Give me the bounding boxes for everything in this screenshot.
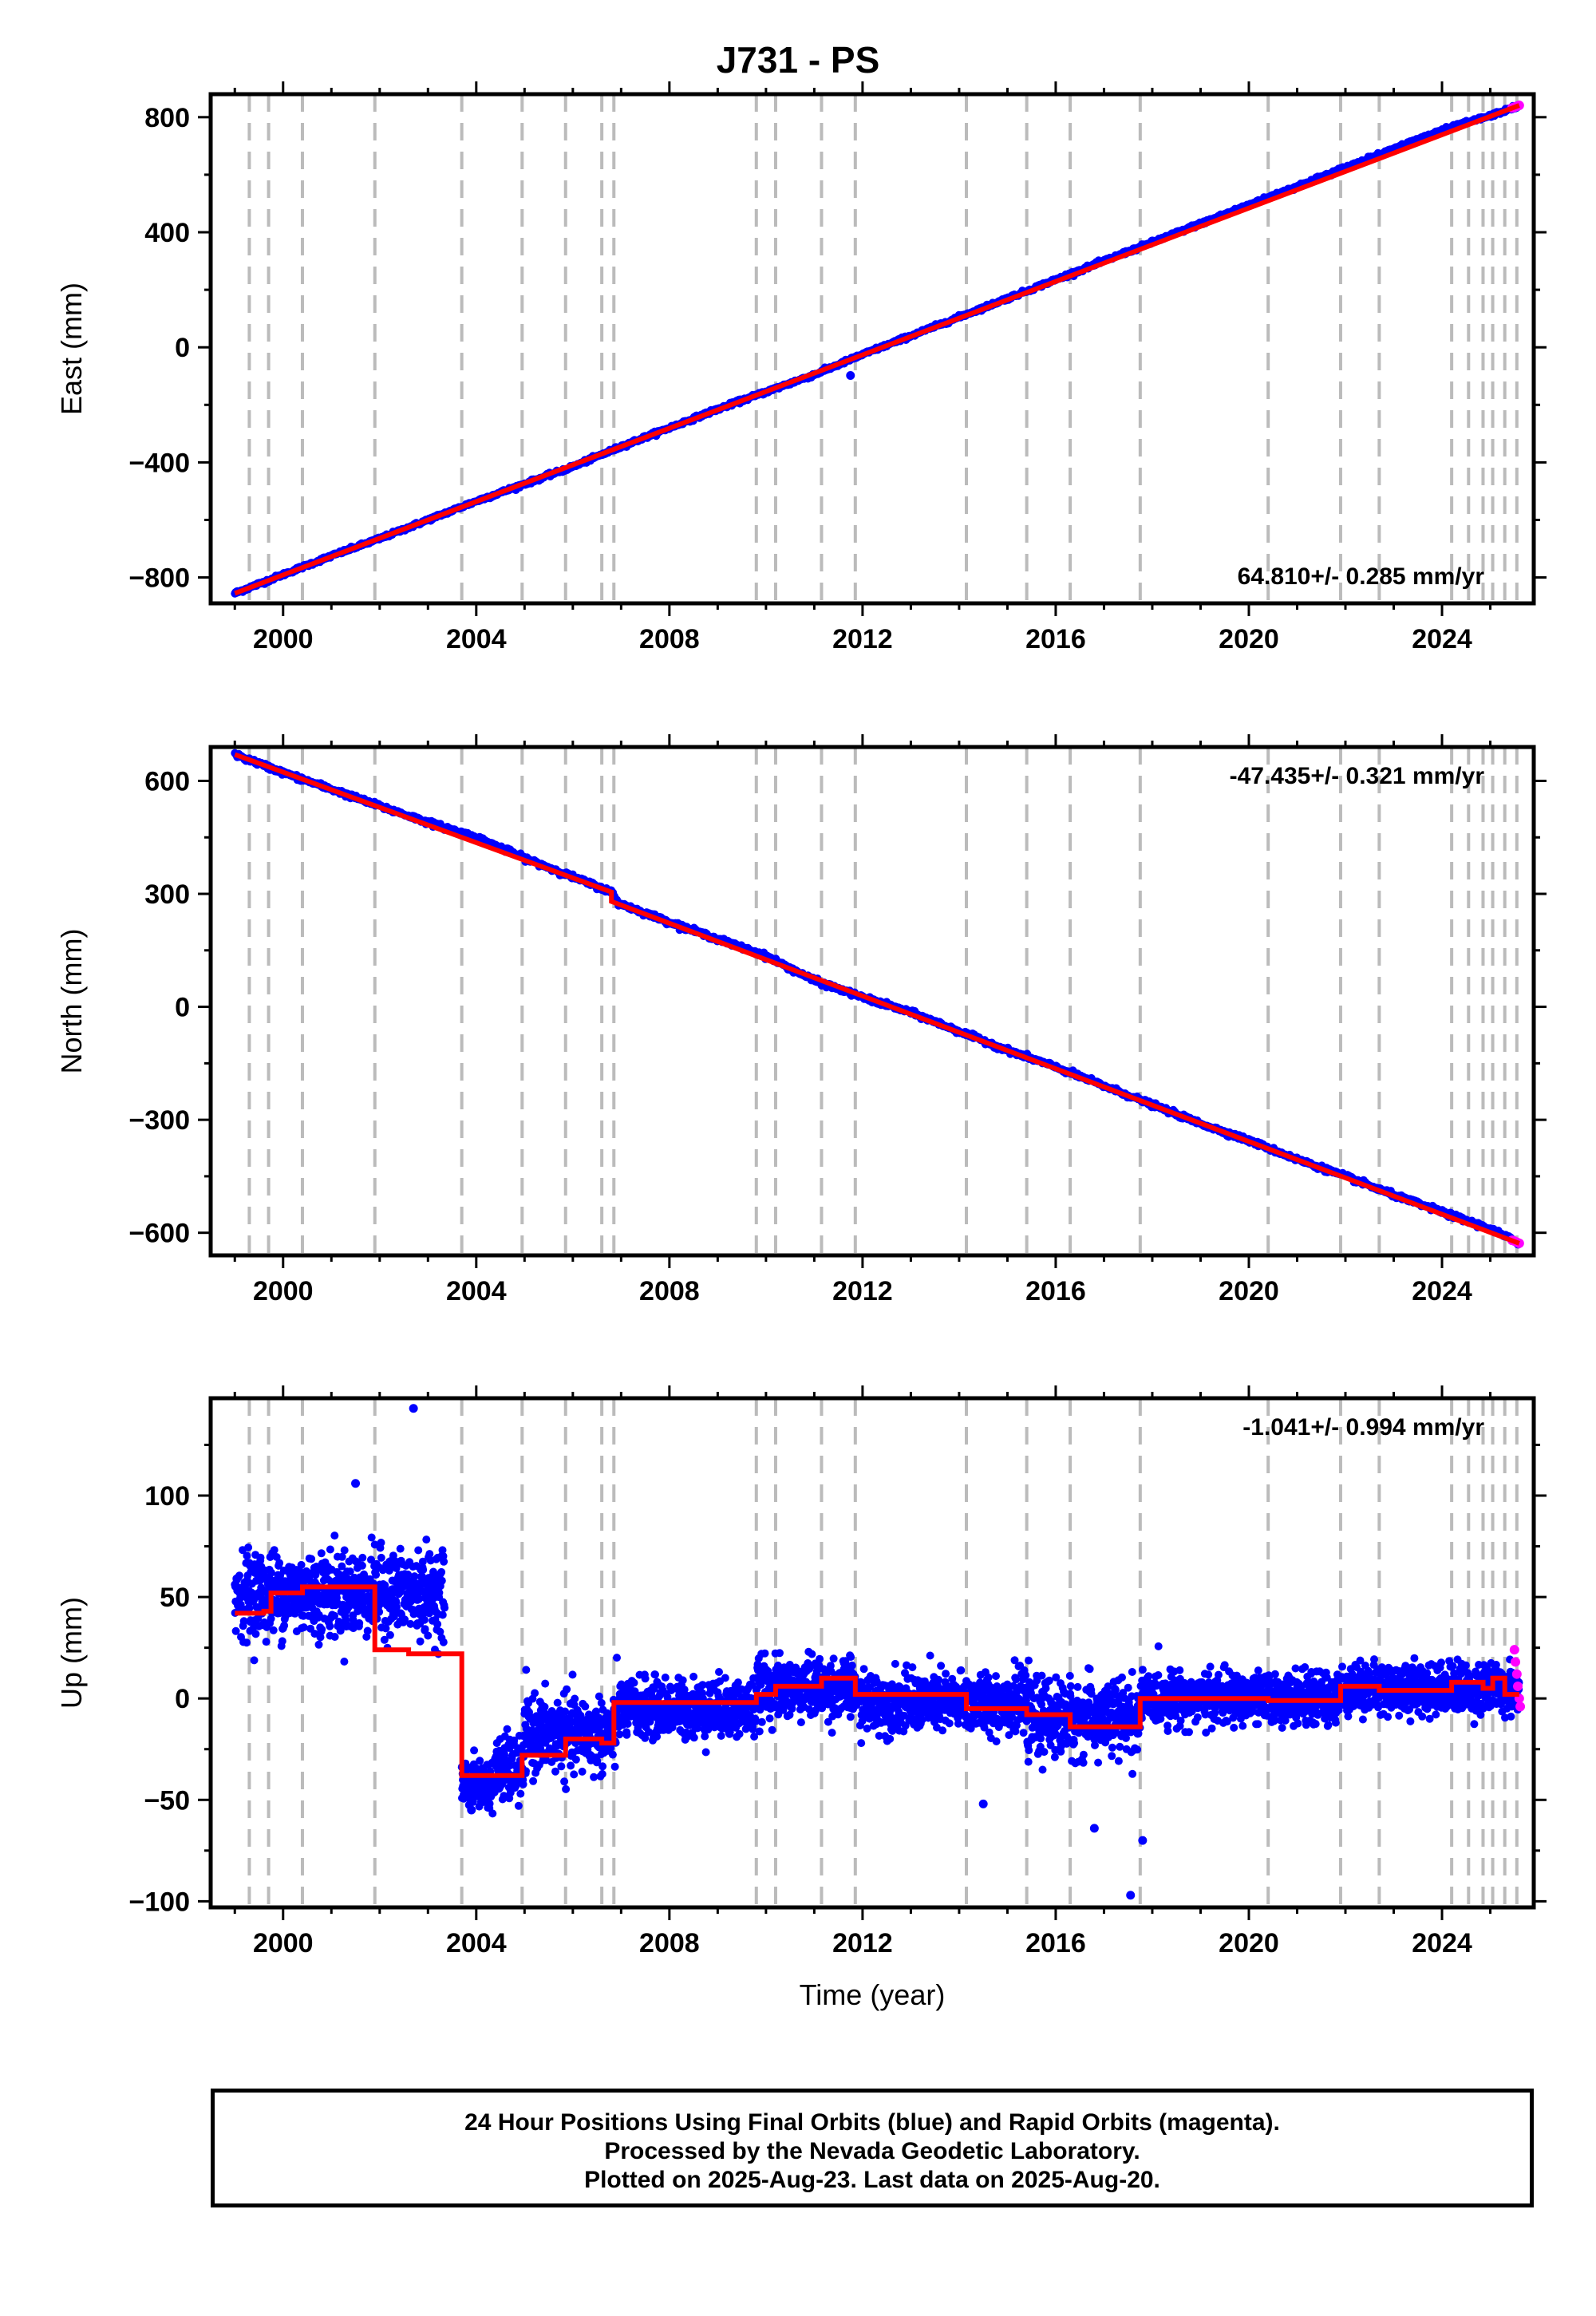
- data-point: [250, 1656, 259, 1665]
- data-point: [522, 1666, 531, 1674]
- data-point: [419, 1566, 428, 1574]
- data-point: [297, 1560, 306, 1569]
- data-point: [610, 1762, 619, 1771]
- data-point: [414, 1546, 423, 1555]
- data-point: [416, 1637, 425, 1646]
- data-point: [262, 1638, 271, 1646]
- data-point: [330, 1531, 339, 1540]
- east-panel: 2000 2004 2008 2012 2016 2020 2024−800−4000400…: [55, 81, 1547, 654]
- data-point: [243, 1551, 251, 1560]
- data-point: [514, 1801, 523, 1810]
- data-point: [326, 1545, 334, 1554]
- data-point: [531, 1689, 539, 1697]
- data-point: [270, 1546, 279, 1555]
- data-point: [541, 1679, 550, 1688]
- data-point: [439, 1638, 448, 1646]
- data-point: [557, 1762, 566, 1771]
- data-point: [598, 1769, 606, 1778]
- data-point: [318, 1625, 326, 1634]
- data-point: [314, 1640, 323, 1649]
- data-point: [560, 1777, 569, 1786]
- data-point: [299, 1623, 308, 1632]
- up-panel: 2000 2004 2008 2012 2016 2020 2024−100−5005010…: [55, 1385, 1547, 2011]
- data-point: [424, 1631, 433, 1640]
- data-point: [358, 1561, 366, 1570]
- data-point: [608, 1750, 617, 1759]
- data-point: [330, 1633, 339, 1641]
- data-point: [590, 1773, 598, 1781]
- data-point: [278, 1637, 286, 1646]
- data-point: [476, 1757, 484, 1765]
- data-point: [377, 1553, 385, 1562]
- data-point: [385, 1630, 394, 1639]
- data-point: [562, 1784, 571, 1793]
- data-point: [470, 1746, 479, 1755]
- data-point: [363, 1626, 372, 1635]
- data-point: [613, 1654, 621, 1662]
- data-point: [372, 1571, 381, 1579]
- data-point: [598, 1762, 607, 1771]
- data-point: [422, 1535, 431, 1544]
- data-point: [307, 1555, 316, 1563]
- data-point: [340, 1546, 349, 1555]
- data-point: [567, 1761, 575, 1770]
- data-point: [440, 1557, 448, 1566]
- data-point: [571, 1694, 579, 1703]
- data-point: [251, 1630, 260, 1638]
- data-point: [503, 1725, 512, 1733]
- data-point: [581, 1702, 590, 1711]
- data-point: [425, 1550, 434, 1559]
- data-point: [529, 1777, 538, 1785]
- data-point: [437, 1567, 446, 1576]
- data-point: [553, 1698, 562, 1707]
- data-point: [358, 1553, 367, 1562]
- data-point: [519, 1780, 527, 1788]
- data-point: [440, 1603, 449, 1612]
- data-point: [641, 1674, 650, 1683]
- data-point: [317, 1549, 326, 1558]
- data-point: [435, 1588, 444, 1597]
- data-point: [651, 1670, 659, 1679]
- data-point: [485, 1800, 494, 1808]
- data-point: [488, 1809, 497, 1818]
- data-point: [516, 1789, 525, 1798]
- data-point: [622, 1730, 631, 1739]
- data-point: [433, 1620, 442, 1629]
- data-point: [623, 1720, 632, 1728]
- data-point: [243, 1638, 251, 1647]
- data-point: [438, 1611, 447, 1619]
- data-point: [235, 1571, 243, 1580]
- data-point: [630, 1678, 638, 1687]
- data-point: [326, 1622, 334, 1630]
- data-point: [420, 1615, 429, 1624]
- data-point: [355, 1618, 364, 1627]
- chart-title: J731 - PS: [716, 39, 880, 81]
- data-point: [367, 1533, 376, 1542]
- data-point: [275, 1559, 284, 1567]
- data-point: [571, 1755, 580, 1764]
- data-point: [269, 1626, 278, 1634]
- data-point: [340, 1658, 349, 1666]
- data-point: [256, 1553, 265, 1562]
- data-point: [570, 1770, 579, 1779]
- data-point: [568, 1670, 577, 1679]
- data-point: [437, 1576, 446, 1585]
- data-point: [615, 1730, 624, 1739]
- data-point: [244, 1543, 253, 1551]
- data-point: [597, 1698, 606, 1707]
- data-point: [563, 1685, 571, 1694]
- data-point: [540, 1702, 549, 1711]
- data-point: [377, 1539, 385, 1547]
- data-point: [396, 1544, 405, 1553]
- data-point: [578, 1767, 587, 1776]
